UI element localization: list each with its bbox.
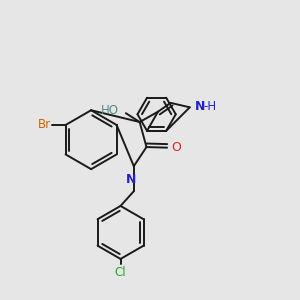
Text: Cl: Cl [115,266,126,279]
Text: -H: -H [204,100,217,113]
Text: N: N [126,173,136,186]
Text: O: O [171,141,181,154]
Text: HO: HO [100,104,118,117]
Text: Br: Br [38,118,51,131]
Text: N: N [194,100,205,113]
